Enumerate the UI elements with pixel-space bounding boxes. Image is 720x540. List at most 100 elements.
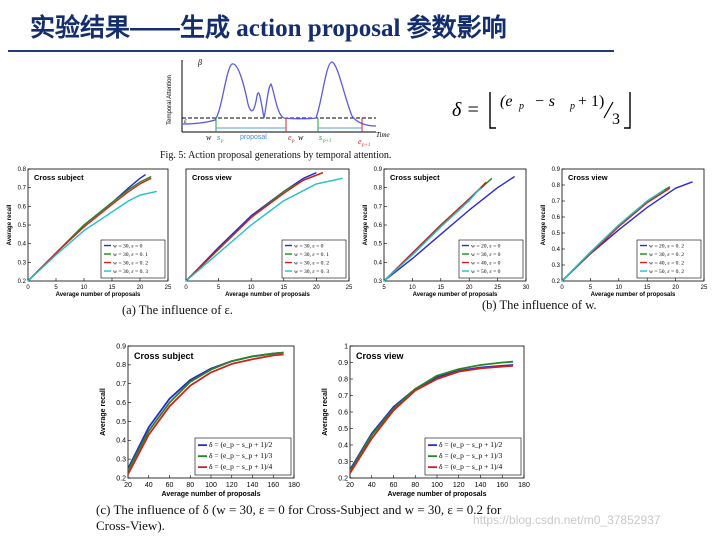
x-tick-label: 100 [205,482,217,489]
series-line [383,187,482,282]
chart-a2: 0 5 10 15 20 25 Average number of proposals Cro… [184,168,353,298]
ep-label-sub: p [291,139,295,144]
title-underline [8,50,614,52]
y-tick-label: 0.2 [552,279,561,285]
x-tick-label: 25 [494,285,501,291]
x-tick-label: 10 [248,285,255,291]
chart-title: Cross view [192,173,232,182]
y-tick-label: 0.6 [338,409,348,416]
x-tick-label: 15 [644,285,651,291]
floor-bracket-left [489,92,496,129]
w-label-1: w [206,133,212,142]
slide-title: 实验结果——生成 action proposal 参数影响 [30,8,507,44]
ep1-label: e [358,137,362,146]
watermark: https://blog.csdn.net/m0_37852937 [473,513,661,527]
y-tick-label: 0.7 [18,186,27,192]
x-tick-label: 100 [431,482,443,489]
formula-plus-one: + 1) [578,93,604,110]
title-cn-part2: 参数影响 [406,14,507,42]
y-tick-label: 0.3 [18,260,27,266]
y-tick-label: 0.9 [116,343,126,350]
x-axis-label: Average number of proposals [413,292,498,298]
legend-box [281,239,347,279]
x-tick-label: 20 [466,285,473,291]
y-tick-label: 0.4 [338,442,348,449]
series-line [27,177,152,282]
y-tick-label: 0.9 [338,360,348,367]
y-tick-label: 0.4 [552,247,561,253]
floor-bracket-right [624,92,631,129]
formula-lhs: δ = [452,99,480,121]
legend-label: w = 30, ε = 0. 1 [294,252,329,258]
y-tick-label: 0.9 [374,167,383,173]
y-tick-label: 0.4 [374,260,383,266]
legend-label: w = 40, ε = 0 [471,261,501,267]
ep1-label-sub: p+1 [361,143,370,148]
y-tick-label: 0.8 [374,186,383,192]
sp1-label: s [319,133,322,142]
x-tick-label: 120 [226,482,238,489]
x-tick-label: 20 [346,482,354,489]
series-line [561,187,671,282]
y-tick-label: 0.6 [116,400,126,407]
x-tick-label: 60 [390,482,398,489]
series-line [383,175,515,282]
x-axis-label: Average number of proposals [591,292,676,298]
x-tick-label: 160 [267,482,279,489]
x-tick-label: 10 [615,285,622,291]
chart-title: Cross subject [34,173,84,182]
chart-b1: 5 10 15 20 25 30 0.3 0.4 0.5 0.6 0.7 0.8 0.9 Average … [363,167,530,298]
legend-label: δ = (e_p − s_p + 1)/2 [439,440,503,449]
y-tick-label: 0.5 [116,419,126,426]
y-tick-label: 0.4 [116,438,126,445]
legend-label: w = 30, ε = 0. 3 [113,269,148,275]
caption-b: (b) The influence of w. [482,298,597,312]
x-tick-label: 180 [288,482,300,489]
x-axis-label: Average number of proposals [388,491,487,498]
y-axis-label: Average recall [541,204,547,245]
y-tick-label: 0.9 [552,167,561,173]
legend-label: w = 30, ε = 0. 2 [649,252,684,258]
title-cn-part1: 实验结果——生成 [30,14,231,42]
y-axis-label: Average recall [100,388,107,436]
chart-title: Cross view [568,173,608,182]
x-tick-label: 40 [368,482,376,489]
temporal-attention-diagram: Temporal Attention β ε w s p proposal e … [167,58,390,148]
legend-label: w = 30, ε = 0. 2 [294,261,329,267]
y-tick-label: 0.5 [338,426,348,433]
y-axis-label: Average recall [363,204,369,245]
y-tick-label: 0.8 [18,167,27,173]
x-tick-label: 15 [437,285,444,291]
y-tick-label: 0.3 [116,456,126,463]
series-line [185,177,343,282]
x-axis-label: Average number of proposals [162,491,261,498]
y-axis-label: Average recall [7,204,13,245]
y-tick-label: 0.4 [18,242,27,248]
x-tick-label: 10 [81,285,88,291]
y-tick-label: 0.7 [552,199,561,205]
caption-a: (a) The influence of ε. [122,303,233,317]
y-tick-label: 0.7 [116,381,126,388]
y-tick-label: 0.7 [338,393,348,400]
chart-title: Cross subject [390,173,440,182]
x-axis-label: Average number of proposals [56,292,141,298]
x-tick-label: 5 [382,285,386,291]
sp-label-sub: p [220,139,224,144]
formula-denominator: 3 [612,111,620,128]
y-tick-label: 0.6 [18,204,27,210]
legend-label: w = 50, ε = 0 [471,269,501,275]
y-tick-label: 0.7 [374,204,383,210]
x-tick-label: 80 [186,482,194,489]
y-tick-label: 0.5 [552,231,561,237]
legend-label: w = 30, ε = 0 [471,252,501,258]
epsilon-label: ε [184,117,187,125]
x-tick-label: 5 [217,285,221,291]
chart-c1: 20 40 60 80 100 120 140 160 180 0.2 0.3 0.4 0.5 0.6 0.… [100,343,300,498]
beta-label: β [197,58,202,67]
ep-label: e [288,133,292,142]
x-tick-label: 10 [409,285,416,291]
legend-box [458,239,524,279]
x-tick-label: 120 [453,482,465,489]
x-tick-label: 25 [165,285,172,291]
y-tick-label: 0.5 [18,223,27,229]
